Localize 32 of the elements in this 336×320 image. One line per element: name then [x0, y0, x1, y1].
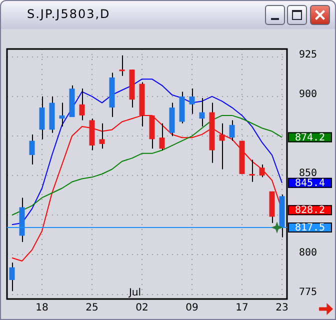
- candlestick: [39, 96, 45, 140]
- annotation: Jul: [128, 288, 142, 299]
- candlestick: [199, 98, 205, 128]
- data-label: 845.4: [294, 178, 326, 189]
- y-tick-label: 925: [299, 50, 318, 61]
- y-tick-label: 900: [299, 89, 318, 100]
- data-label: 828.2: [294, 205, 326, 216]
- x-tick-label: 09: [186, 302, 198, 314]
- candlestick: [149, 114, 155, 150]
- y-tick-label: 800: [299, 247, 318, 258]
- candlestick: [79, 88, 85, 121]
- candlestick: [189, 88, 195, 114]
- candlestick: [59, 102, 65, 128]
- data-label: 874.2: [294, 132, 326, 144]
- candlestick: [249, 159, 255, 182]
- x-tick-label: 18: [36, 302, 48, 314]
- ref-line-label: 817.5: [294, 222, 326, 234]
- y-tick-label: 850: [299, 168, 318, 180]
- candlestick: [119, 54, 125, 76]
- candlestick: [219, 122, 225, 170]
- x-tick-label: 02: [136, 302, 148, 314]
- x-tick-label: 17: [236, 302, 248, 314]
- candlestick: [159, 122, 165, 151]
- x-tick-label: 23: [276, 302, 288, 314]
- candlestick: [9, 262, 15, 292]
- candlestick: [99, 122, 105, 150]
- x-tick-label: 25: [86, 302, 98, 314]
- chart-title: S.JP.J5803,D: [27, 7, 110, 21]
- candlestick: [259, 164, 265, 178]
- y-tick-label: 775: [299, 286, 318, 298]
- candlestick: [29, 134, 35, 166]
- candlestick: [229, 120, 235, 142]
